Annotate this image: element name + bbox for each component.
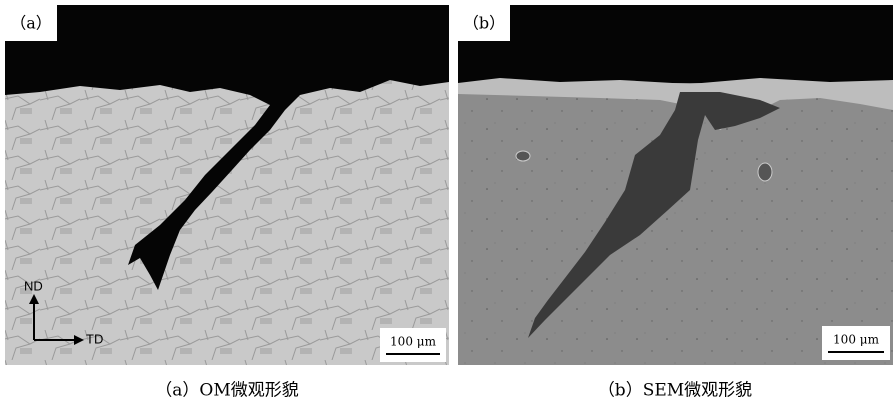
panel-label: （b） [463,14,505,33]
panel-label: （a） [10,14,52,33]
panel-b: （b） 100 μm [458,5,893,365]
figure: （a） ND TD 100 μm （b） 100 μm （a）OM微观形貌 （b… [0,0,895,409]
background [458,5,893,83]
pore [758,163,772,181]
scale-bar-label: 100 μm [390,335,437,349]
caption: （a）OM微观形貌 [155,381,298,401]
axis-label: ND [24,278,43,293]
axis-label: TD [86,331,103,346]
pore [516,151,530,161]
caption: （b）SEM微观形貌 [598,381,752,401]
scale-bar-label: 100 μm [833,333,880,347]
panel-a: （a） ND TD 100 μm [5,5,449,365]
